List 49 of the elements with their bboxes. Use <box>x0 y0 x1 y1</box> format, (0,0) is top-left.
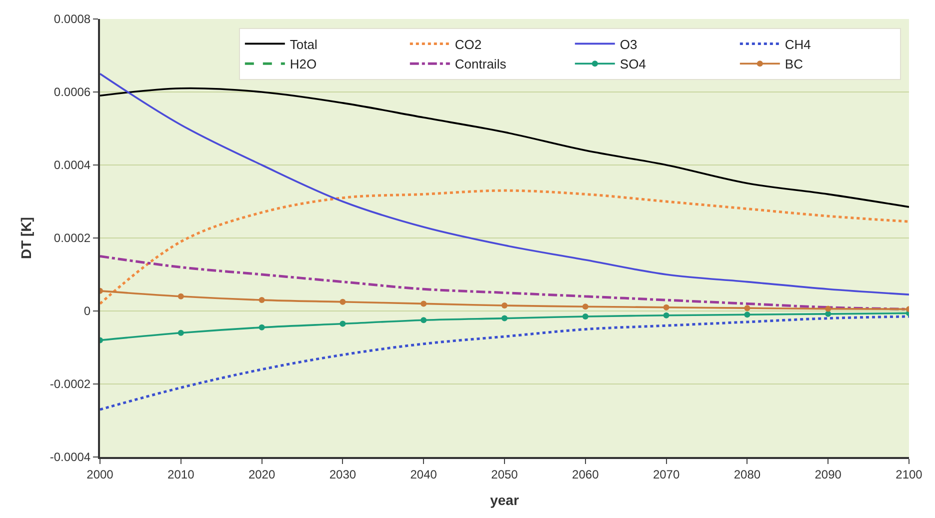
legend-label: H2O <box>290 56 317 72</box>
x-tick-label: 2000 <box>86 467 114 482</box>
point <box>340 298 346 305</box>
x-tick-label: 2030 <box>329 467 356 482</box>
point <box>582 304 588 310</box>
x-tick-label: 2070 <box>652 467 680 482</box>
line-series <box>100 189 909 305</box>
legend-label: SO4 <box>620 56 646 72</box>
legend-label: Total <box>290 36 318 52</box>
x-axis-title: year <box>490 492 520 508</box>
legend-label: Contrails <box>454 56 507 72</box>
line-series <box>100 87 909 208</box>
point <box>178 330 184 336</box>
x-tick-label: 2050 <box>491 467 518 482</box>
point <box>420 300 427 307</box>
y-tick-label: 0.0006 <box>54 85 91 100</box>
point <box>258 297 265 304</box>
point <box>825 310 832 317</box>
line-series <box>100 72 909 296</box>
point <box>825 306 832 312</box>
y-axis-title: DT [K] <box>18 217 34 259</box>
y-tick-label: -0.0002 <box>50 377 91 392</box>
point <box>663 312 670 318</box>
legend-label: CO2 <box>454 36 482 52</box>
x-tick-label: 2040 <box>410 467 438 482</box>
point <box>502 302 508 309</box>
y-tick-label: 0.0002 <box>54 231 91 246</box>
point <box>502 315 508 322</box>
legend-label: BC <box>784 56 803 72</box>
point <box>420 317 427 324</box>
y-tick-label: 0 <box>84 304 91 318</box>
point <box>340 320 346 327</box>
x-tick-label: 2020 <box>248 467 276 482</box>
y-tick-label: 0.0008 <box>54 12 91 26</box>
legend-label: O3 <box>620 36 638 52</box>
legend-label: CH4 <box>784 36 811 52</box>
y-tick-label: -0.0004 <box>50 450 91 464</box>
x-tick-label: 2100 <box>896 467 923 482</box>
point <box>744 305 750 312</box>
x-tick-label: 2090 <box>814 467 842 482</box>
point <box>744 312 750 318</box>
point <box>663 304 670 310</box>
point <box>258 324 265 330</box>
point <box>178 293 184 300</box>
x-tick-label: 2010 <box>168 467 195 482</box>
x-tick-label: 2060 <box>572 467 600 482</box>
x-tick-label: 2080 <box>734 467 761 482</box>
y-tick-label: 0.0004 <box>54 158 91 172</box>
point <box>582 313 588 320</box>
